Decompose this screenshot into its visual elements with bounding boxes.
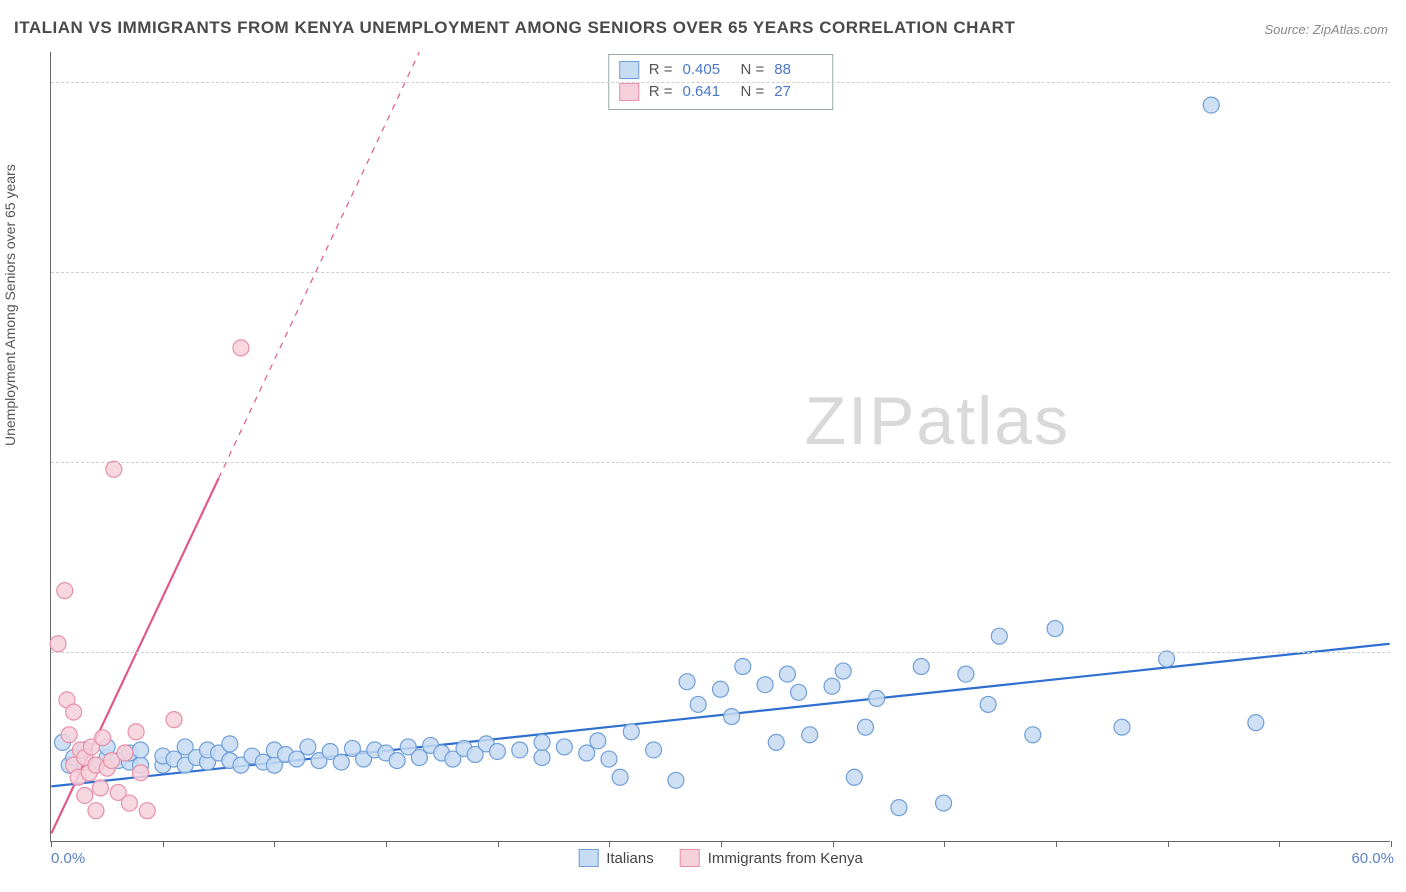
plot-svg	[51, 52, 1390, 841]
y-tick-label: 50.0%	[1395, 74, 1406, 91]
source-attribution: Source: ZipAtlas.com	[1264, 22, 1388, 37]
y-tick-label: 25.0%	[1395, 454, 1406, 471]
bottom-legend: Italians Immigrants from Kenya	[578, 849, 863, 867]
legend-item-kenya: Immigrants from Kenya	[680, 849, 863, 867]
r-value-kenya: 0.641	[683, 81, 731, 103]
n-value-kenya: 27	[774, 81, 822, 103]
x-tick	[1279, 841, 1280, 847]
swatch-kenya	[619, 83, 639, 101]
legend-label-kenya: Immigrants from Kenya	[708, 850, 863, 867]
r-label: R =	[649, 81, 673, 103]
y-tick-label: 37.5%	[1395, 264, 1406, 281]
plot-area: ZIPatlas R =0.405N =88R =0.641N =27 0.0%…	[50, 52, 1390, 842]
x-tick	[721, 841, 722, 847]
x-tick	[51, 841, 52, 847]
legend-swatch-italians	[578, 849, 598, 867]
x-tick	[833, 841, 834, 847]
x-tick	[498, 841, 499, 847]
n-label: N =	[741, 81, 765, 103]
legend-label-italians: Italians	[606, 850, 654, 867]
x-axis-max-label: 60.0%	[1351, 850, 1394, 867]
legend-item-italians: Italians	[578, 849, 654, 867]
n-value-italians: 88	[774, 59, 822, 81]
stats-row-kenya: R = 0.641 N = 27	[619, 81, 823, 103]
chart-title: ITALIAN VS IMMIGRANTS FROM KENYA UNEMPLO…	[14, 18, 1015, 38]
x-tick	[386, 841, 387, 847]
x-axis-min-label: 0.0%	[51, 850, 85, 867]
n-label: N =	[741, 59, 765, 81]
x-tick	[609, 841, 610, 847]
gridline	[51, 652, 1390, 653]
gridline	[51, 82, 1390, 83]
x-tick	[163, 841, 164, 847]
gridline	[51, 272, 1390, 273]
y-tick-label: 12.5%	[1395, 644, 1406, 661]
y-axis-title: Unemployment Among Seniors over 65 years	[2, 164, 18, 446]
x-tick	[274, 841, 275, 847]
gridline	[51, 462, 1390, 463]
x-tick	[1056, 841, 1057, 847]
x-tick	[1391, 841, 1392, 847]
stats-row-italians: R = 0.405 N = 88	[619, 59, 823, 81]
r-value-italians: 0.405	[683, 59, 731, 81]
x-tick	[944, 841, 945, 847]
swatch-italians	[619, 61, 639, 79]
x-tick	[1168, 841, 1169, 847]
r-label: R =	[649, 59, 673, 81]
legend-swatch-kenya	[680, 849, 700, 867]
